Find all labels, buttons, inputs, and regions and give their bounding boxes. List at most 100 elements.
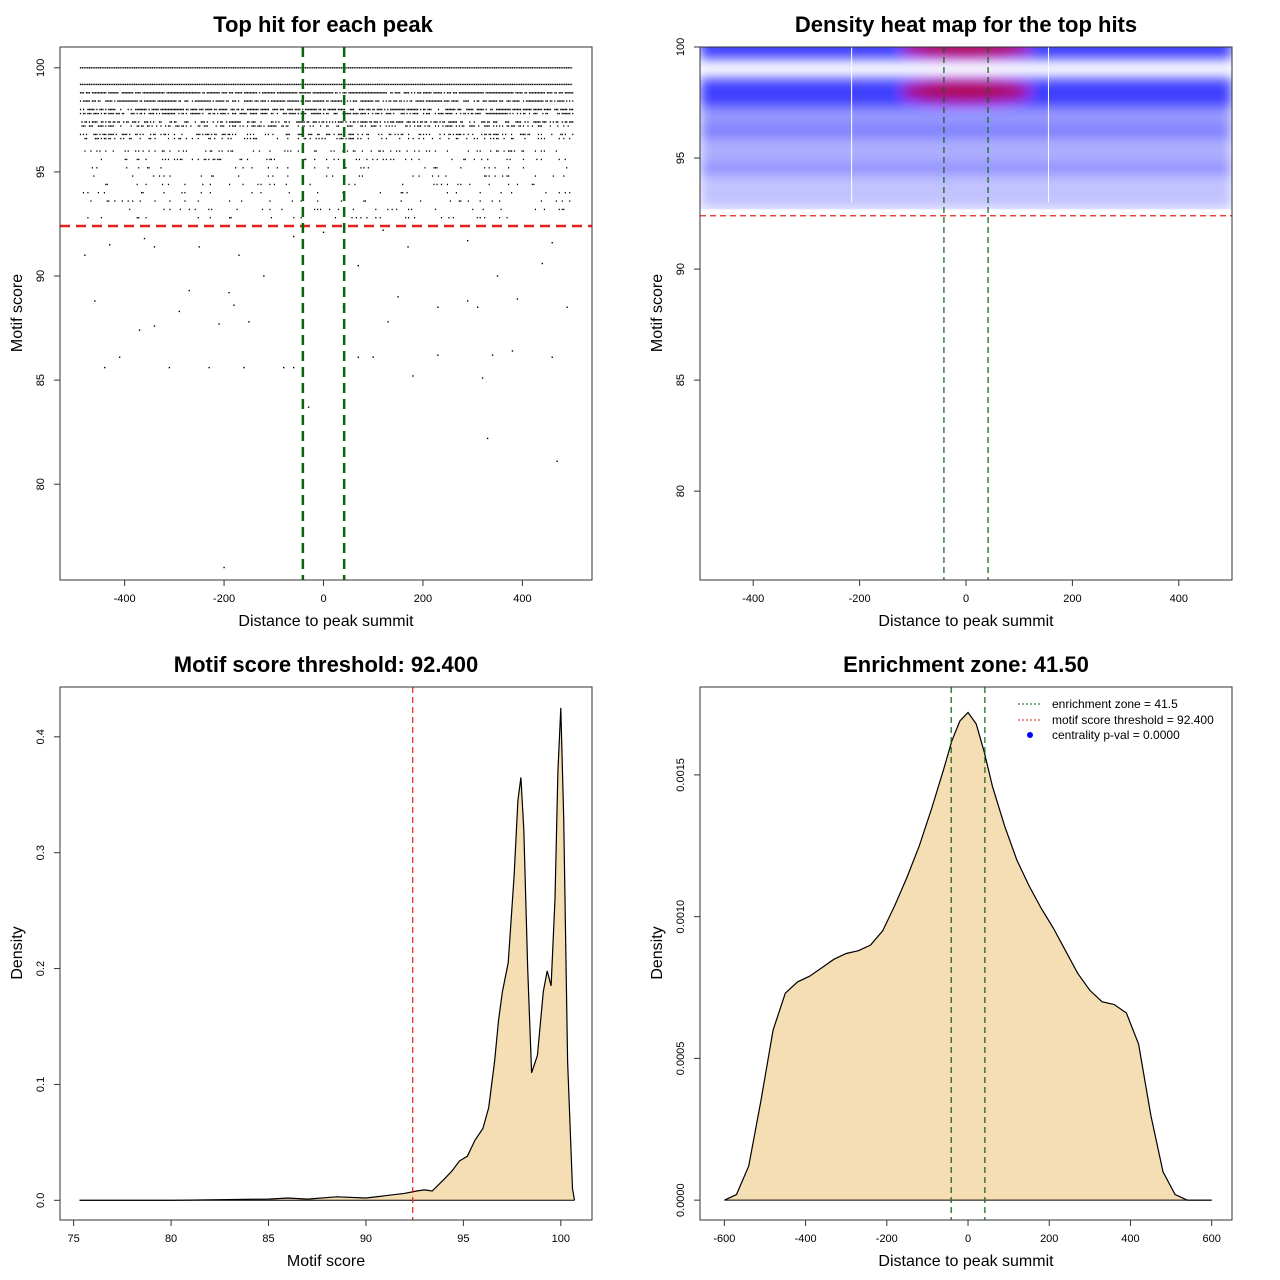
- heatmap-hotspot: [902, 81, 1030, 102]
- heatmap-density: [700, 47, 1232, 210]
- scatter-point: [307, 406, 310, 408]
- x-tick-label: -400: [114, 593, 136, 605]
- scatter-point: [467, 300, 469, 302]
- scatter-point: [476, 306, 479, 308]
- scatter-point: [208, 366, 210, 369]
- x-axis-label: Distance to peak summit: [238, 613, 414, 630]
- scatter-point: [153, 325, 156, 327]
- y-tick-label: 80: [35, 478, 47, 490]
- scatter-point: [233, 304, 235, 306]
- scatter-point: [372, 356, 374, 358]
- y-tick-label: 80: [675, 485, 687, 497]
- scatter-point: [407, 246, 409, 248]
- scatter-point: [322, 231, 325, 234]
- scatter-point: [481, 377, 484, 379]
- chart-title: Top hit for each peak: [213, 12, 433, 37]
- y-tick-label: 0.3: [35, 845, 47, 860]
- reference-lines: [700, 47, 1232, 580]
- scatter-point: [556, 460, 558, 463]
- x-tick-label: -400: [742, 593, 764, 605]
- panel-motif-score-density: Motif score threshold: 92.400 Motif scor…: [9, 652, 593, 1270]
- legend: enrichment zone = 41.5 motif score thres…: [1018, 697, 1214, 742]
- plot-frame: [59, 686, 593, 1221]
- x-tick-label: -600: [713, 1233, 735, 1245]
- x-tick-label: 75: [68, 1233, 80, 1245]
- scatter-point: [516, 298, 519, 300]
- x-tick-label: 0: [965, 1233, 971, 1245]
- scatter-point: [178, 310, 181, 313]
- legend-swatch-pval: [1027, 732, 1033, 738]
- scatter-point: [218, 323, 220, 325]
- scatter-point: [397, 296, 399, 298]
- scatter-point: [357, 264, 360, 267]
- scatter-point: [238, 254, 240, 256]
- x-axis-label: Motif score: [287, 1253, 365, 1270]
- scatter-point: [118, 356, 121, 358]
- scatter-point: [104, 366, 106, 369]
- heatmap-hotspot: [902, 47, 1030, 57]
- scatter-point: [496, 275, 499, 277]
- scatter-point: [541, 262, 543, 265]
- x-tick-label: -200: [876, 1233, 898, 1245]
- scatter-point: [143, 237, 146, 240]
- plot-frame: [59, 46, 593, 581]
- y-tick-label: 100: [35, 59, 47, 77]
- scatter-point: [223, 566, 225, 569]
- x-tick-label: 400: [1170, 593, 1188, 605]
- legend-label-threshold: motif score threshold = 92.400: [1052, 713, 1214, 727]
- y-tick-label: 95: [35, 166, 47, 178]
- x-axis: -600 -400 -200 0 200 400 600: [713, 1220, 1221, 1245]
- chart-title: Density heat map for the top hits: [795, 12, 1137, 37]
- y-axis-label: Motif score: [9, 274, 26, 352]
- scatter-point: [84, 254, 86, 256]
- x-tick-label: 0: [320, 593, 326, 605]
- density-curve: [724, 711, 1212, 1201]
- scatter-point: [228, 291, 230, 294]
- y-tick-label: 90: [35, 270, 47, 282]
- density-fill: [724, 712, 1212, 1201]
- heatmap-gridlines: [851, 47, 1049, 203]
- x-tick-label: -400: [795, 1233, 817, 1245]
- scatter-point: [153, 246, 156, 248]
- y-tick-label: 0.2: [35, 961, 47, 976]
- density-area: [79, 707, 576, 1201]
- panel-top-hit-scatter: Top hit for each peak Distance to peak s…: [9, 12, 593, 630]
- y-axis: 80 85 90 95 100: [675, 38, 700, 497]
- scatter-point: [292, 235, 295, 238]
- panel-density-heatmap: Density heat map for the top hits Distan…: [649, 12, 1233, 630]
- y-axis-label: Motif score: [649, 274, 666, 352]
- scatter-point: [109, 244, 111, 246]
- x-tick-label: 400: [1121, 1233, 1139, 1245]
- chart-title: Enrichment zone: 41.50: [843, 652, 1089, 677]
- reference-lines: [60, 47, 592, 580]
- y-axis: 0.0 0.1 0.2 0.3 0.4: [35, 729, 60, 1208]
- panel-distance-density: Enrichment zone: 41.50 Distance to peak …: [649, 652, 1233, 1270]
- scatter-point: [467, 239, 469, 242]
- scatter-point: [551, 356, 553, 358]
- y-tick-label: 0.0010: [675, 900, 687, 934]
- legend-label-enrichment: enrichment zone = 41.5: [1052, 697, 1178, 711]
- x-axis-label: Distance to peak summit: [878, 1253, 1054, 1270]
- scatter-point: [138, 329, 141, 331]
- scatter-point: [292, 366, 295, 369]
- scatter-point: [387, 321, 389, 323]
- legend-label-pval: centrality p-val = 0.0000: [1052, 728, 1180, 742]
- scatter-point: [248, 321, 250, 323]
- x-tick-label: 200: [414, 593, 432, 605]
- x-tick-label: 95: [457, 1233, 469, 1245]
- x-tick-label: 200: [1040, 1233, 1058, 1245]
- density-area: [724, 711, 1212, 1201]
- scatter-point: [283, 366, 285, 369]
- x-tick-label: 85: [262, 1233, 274, 1245]
- scatter-point: [168, 366, 171, 369]
- x-tick-label: 80: [165, 1233, 177, 1245]
- y-tick-label: 95: [675, 152, 687, 164]
- y-tick-label: 90: [675, 263, 687, 275]
- density-curve: [79, 707, 576, 1201]
- x-tick-label: -200: [213, 593, 235, 605]
- x-axis: -400 -200 0 200 400: [742, 580, 1188, 605]
- y-tick-label: 100: [675, 38, 687, 56]
- x-axis: 75 80 85 90 95 100: [68, 1220, 570, 1245]
- y-tick-label: 0.4: [35, 729, 47, 744]
